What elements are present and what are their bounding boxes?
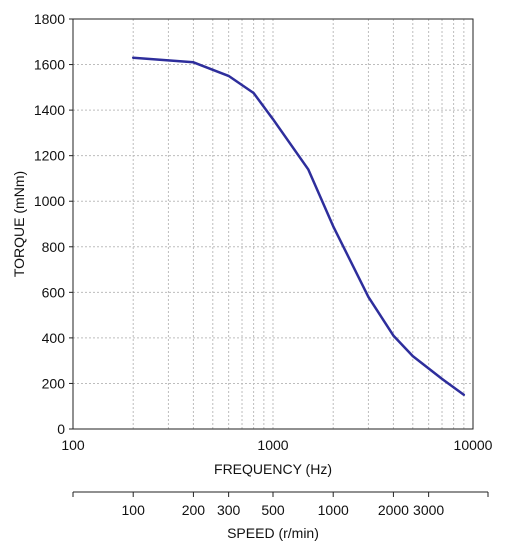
speed-tick-label: 3000 xyxy=(413,502,444,518)
y-tick-label: 800 xyxy=(42,239,66,255)
plot-frame xyxy=(72,18,474,430)
y-tick-label: 1200 xyxy=(34,148,65,164)
speed-axis-title: SPEED (r/min) xyxy=(227,525,319,541)
y-tick-label: 1800 xyxy=(34,11,65,27)
y-axis-ticks: 0 200 400 600 800 1000 1200 1400 1600 1800 xyxy=(34,11,73,437)
x-tick-label: 100 xyxy=(61,437,85,453)
speed-tick-label: 500 xyxy=(261,502,285,518)
speed-tick-label: 300 xyxy=(217,502,241,518)
x-axis-title: FREQUENCY (Hz) xyxy=(214,461,332,477)
grid-lines xyxy=(73,19,473,429)
y-tick-label: 1600 xyxy=(34,57,65,73)
speed-axis: 100 200 300 500 1000 2000 3000 xyxy=(72,491,489,518)
y-tick-label: 600 xyxy=(42,284,66,300)
series-group xyxy=(131,56,466,397)
y-axis-title: TORQUE (mNm) xyxy=(11,171,27,277)
x-tick-label: 10000 xyxy=(454,437,493,453)
speed-tick-label: 1000 xyxy=(318,502,349,518)
speed-tick-label: 200 xyxy=(182,502,206,518)
y-tick-label: 400 xyxy=(42,330,66,346)
x-tick-label: 1000 xyxy=(257,437,288,453)
series-line xyxy=(131,56,466,397)
speed-tick-label: 100 xyxy=(122,502,146,518)
y-tick-label: 1000 xyxy=(34,193,65,209)
y-tick-label: 1400 xyxy=(34,102,65,118)
speed-tick-label: 2000 xyxy=(378,502,409,518)
x-axis-ticks: 100 1000 10000 xyxy=(61,437,492,453)
y-tick-label: 200 xyxy=(42,375,66,391)
y-tick-label: 0 xyxy=(57,421,65,437)
